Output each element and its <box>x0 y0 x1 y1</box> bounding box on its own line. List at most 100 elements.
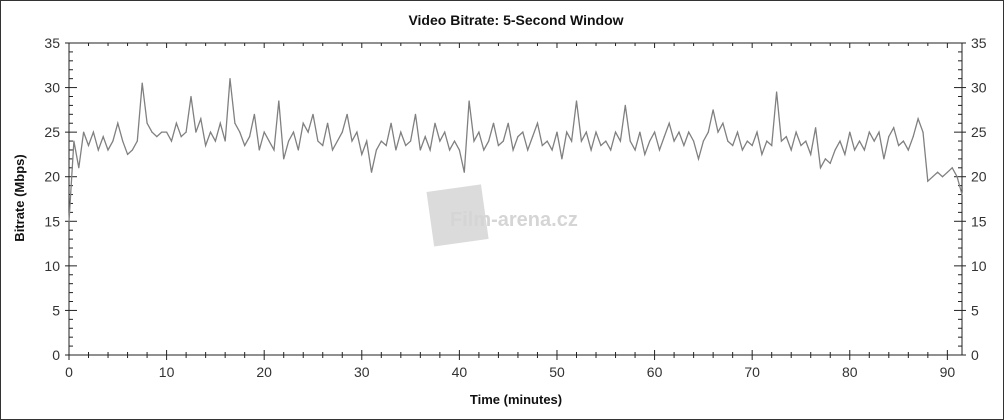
bitrate-data-point <box>278 100 280 102</box>
bitrate-data-point <box>702 140 704 142</box>
bitrate-data-point <box>268 140 270 142</box>
bitrate-data-point <box>292 131 295 133</box>
bitrate-data-point <box>946 171 948 173</box>
bitrate-data-point <box>614 131 617 133</box>
bitrate-data-point <box>122 140 124 142</box>
bitrate-data-point <box>922 131 924 133</box>
bitrate-data-point <box>331 149 334 151</box>
bitrate-data-point <box>439 140 441 142</box>
bitrate-data-point <box>912 136 914 138</box>
bitrate-data-point <box>424 136 426 138</box>
bitrate-data-point <box>907 149 909 151</box>
bitrate-data-point <box>805 140 807 142</box>
bitrate-data-point <box>141 82 143 84</box>
bitrate-data-point <box>756 131 758 133</box>
bitrate-data-point <box>78 167 80 169</box>
y-tick-label-right: 15 <box>971 213 987 229</box>
bitrate-data-point <box>234 122 236 124</box>
bitrate-data-point <box>253 113 256 115</box>
bitrate-data-point <box>185 131 187 133</box>
bitrate-data-point <box>937 171 939 173</box>
bitrate-data-point <box>327 122 329 124</box>
bitrate-data-point <box>497 144 500 147</box>
bitrate-data-point <box>873 140 875 142</box>
x-tick-label: 50 <box>549 364 565 380</box>
bitrate-data-point <box>795 131 797 133</box>
bitrate-data-point <box>336 140 338 142</box>
bitrate-data-point <box>156 136 158 138</box>
y-tick-label-left: 30 <box>44 80 60 96</box>
bitrate-data-point <box>405 144 407 147</box>
bitrate-data-point <box>419 149 421 151</box>
bitrate-data-point <box>390 122 392 124</box>
bitrate-data-point <box>683 144 685 147</box>
bitrate-data-point <box>473 140 475 142</box>
bitrate-data-point <box>297 149 299 151</box>
bitrate-data-point <box>517 136 519 138</box>
bitrate-data-point <box>732 144 734 147</box>
bitrate-data-point <box>317 140 319 142</box>
y-tick-label-right: 5 <box>971 302 979 318</box>
bitrate-data-point <box>854 149 856 151</box>
bitrate-data-point <box>527 149 529 151</box>
bitrate-data-point <box>146 122 148 124</box>
bitrate-data-point <box>951 167 953 169</box>
bitrate-data-point <box>580 140 582 142</box>
bitrate-data-point <box>175 122 177 124</box>
bitrate-data-point <box>722 122 724 124</box>
bitrate-data-point <box>97 149 99 151</box>
bitrate-data-point <box>590 149 592 151</box>
bitrate-data-point <box>370 171 373 173</box>
y-tick-label-left: 35 <box>44 35 60 51</box>
bitrate-data-point <box>136 140 138 142</box>
bitrate-data-point <box>307 131 309 133</box>
bitrate-data-point <box>746 140 748 142</box>
bitrate-data-point <box>258 149 260 151</box>
bitrate-data-point <box>102 136 104 138</box>
bitrate-data-point <box>400 131 402 133</box>
bitrate-data-point <box>458 149 460 151</box>
bitrate-series-line <box>68 78 963 222</box>
bitrate-data-point <box>932 176 934 178</box>
bitrate-data-point <box>956 176 958 178</box>
bitrate-data-point <box>844 153 846 156</box>
bitrate-data-point <box>346 113 348 115</box>
bitrate-data-point <box>888 136 890 138</box>
bitrate-data-point <box>244 144 246 147</box>
bitrate-data-point <box>961 193 963 196</box>
bitrate-data-point <box>492 122 495 124</box>
bitrate-data-point <box>531 136 534 138</box>
bitrate-data-point <box>68 220 70 222</box>
x-tick-label: 30 <box>354 364 370 380</box>
y-tick-label-right: 0 <box>971 347 979 363</box>
bitrate-data-point <box>849 131 851 133</box>
bitrate-data-point <box>375 149 378 151</box>
bitrate-data-point <box>883 158 885 160</box>
bitrate-data-point <box>941 176 944 178</box>
bitrate-data-point <box>585 131 587 133</box>
bitrate-data-point <box>902 140 905 142</box>
bitrate-data-point <box>366 140 368 142</box>
bitrate-data-point <box>712 109 714 111</box>
bitrate-data-point <box>815 127 817 129</box>
bitrate-data-point <box>693 140 695 142</box>
bitrate-data-point <box>546 140 548 142</box>
bitrate-data-point <box>566 131 568 133</box>
bitrate-data-point <box>341 131 343 133</box>
bitrate-data-point <box>605 140 607 142</box>
bitrate-data-point <box>205 144 207 147</box>
bitrate-data-point <box>151 131 153 133</box>
bitrate-data-point <box>200 118 202 120</box>
bitrate-data-point <box>414 113 417 115</box>
bitrate-data-point <box>878 131 880 133</box>
bitrate-data-point <box>165 131 168 133</box>
bitrate-data-point <box>190 95 192 98</box>
bitrate-data-point <box>507 122 509 124</box>
x-tick-label: 60 <box>647 364 663 380</box>
bitrate-data-point <box>107 149 109 151</box>
watermark-logo: Film-arena.cz <box>426 184 578 247</box>
bitrate-data-point <box>488 140 490 142</box>
bitrate-data-point <box>131 149 134 151</box>
bitrate-data-point <box>917 118 919 120</box>
